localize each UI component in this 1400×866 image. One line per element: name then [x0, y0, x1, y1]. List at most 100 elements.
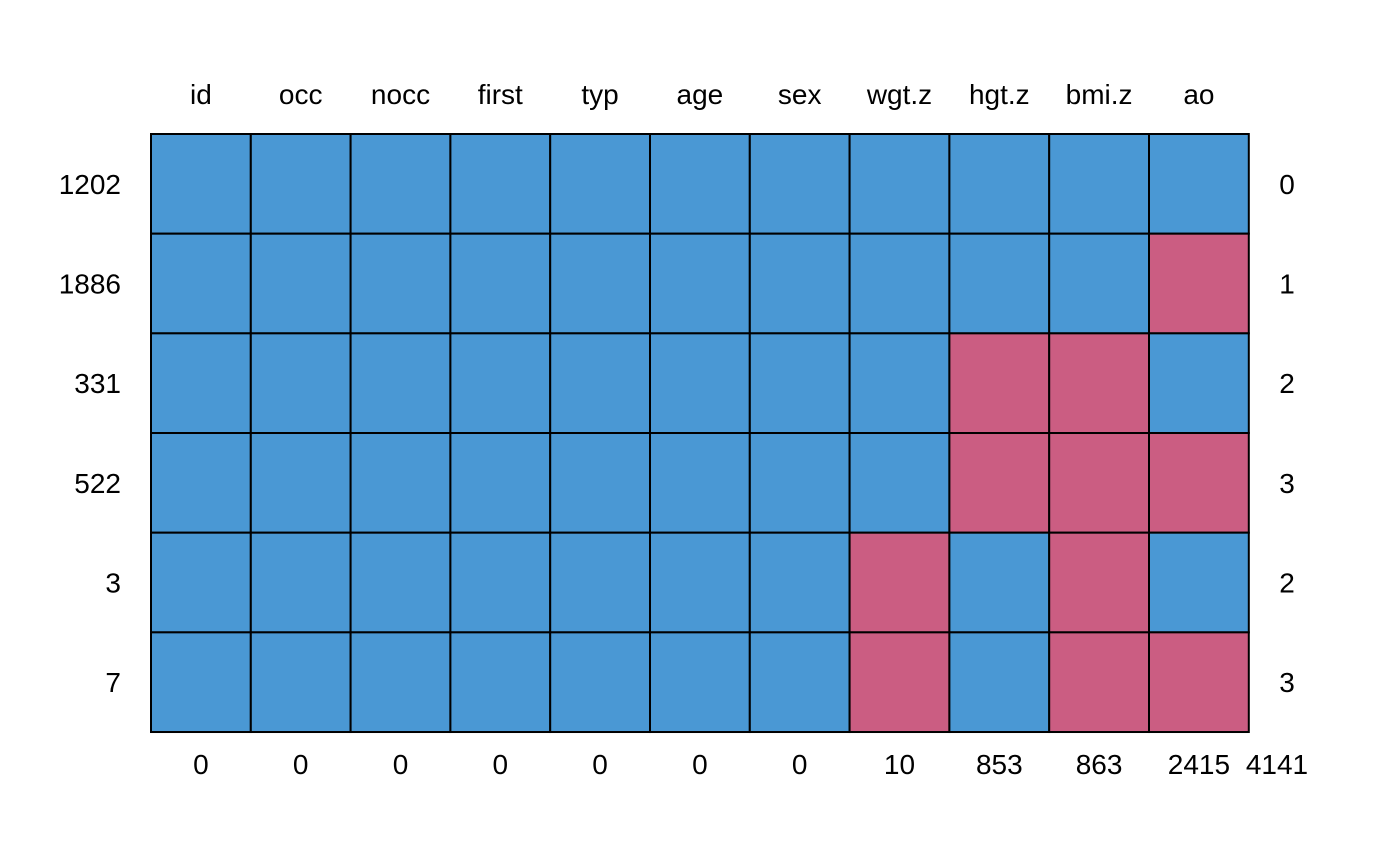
variable-label: occ — [279, 79, 323, 110]
observed-cell — [549, 631, 652, 734]
missing-per-variable-label: 0 — [193, 749, 209, 780]
variable-label: bmi.z — [1066, 79, 1133, 110]
observed-cell — [1148, 332, 1250, 435]
observed-cell — [449, 531, 552, 634]
missing-cell — [1048, 332, 1150, 435]
pattern-count-label: 1202 — [59, 169, 121, 200]
missing-cell — [1148, 432, 1250, 534]
missing-per-pattern-label: 3 — [1279, 468, 1295, 499]
pattern-count-label: 522 — [74, 468, 121, 499]
variable-label: hgt.z — [969, 79, 1030, 110]
variable-label: typ — [581, 79, 618, 110]
observed-cell — [249, 133, 352, 235]
observed-cell — [1148, 531, 1250, 634]
observed-cell — [948, 631, 1051, 734]
observed-cell — [1148, 133, 1250, 235]
observed-cell — [449, 133, 552, 235]
observed-cell — [349, 432, 452, 534]
observed-cell — [848, 332, 951, 435]
observed-cell — [1048, 232, 1150, 335]
observed-cell — [549, 332, 652, 435]
missing-cell — [1048, 531, 1150, 634]
missing-per-pattern-label: 0 — [1279, 169, 1295, 200]
pattern-count-label: 331 — [74, 368, 121, 399]
pattern-count-label: 3 — [105, 568, 121, 599]
observed-cell — [649, 133, 751, 235]
variable-label: sex — [778, 79, 822, 110]
observed-cell — [249, 531, 352, 634]
missing-cell — [1148, 631, 1250, 734]
missing-per-variable-label: 0 — [493, 749, 509, 780]
missing-cell — [848, 531, 951, 634]
missing-per-variable-label: 853 — [976, 749, 1023, 780]
missing-per-variable-label: 863 — [1076, 749, 1123, 780]
observed-cell — [948, 232, 1051, 335]
missing-cell — [948, 332, 1051, 435]
observed-cell — [948, 133, 1051, 235]
observed-cell — [549, 133, 652, 235]
missing-cell — [948, 432, 1051, 534]
observed-cell — [449, 232, 552, 335]
variable-label: ao — [1183, 79, 1214, 110]
observed-cell — [249, 332, 352, 435]
observed-cell — [150, 332, 252, 435]
missing-per-variable-label: 0 — [293, 749, 309, 780]
observed-cell — [848, 232, 951, 335]
pattern-count-label: 7 — [105, 667, 121, 698]
observed-cell — [848, 133, 951, 235]
missing-per-variable-labels: 0 0 0 0 0 0 0 10 853 863 2415 — [193, 749, 1230, 780]
observed-cell — [449, 332, 552, 435]
observed-cell — [649, 332, 751, 435]
variable-labels: id occ nocc first typ age sex wgt.z hgt.z bmi.z ao — [190, 79, 1214, 110]
observed-cell — [249, 432, 352, 534]
missing-per-variable-label: 0 — [792, 749, 808, 780]
observed-cell — [349, 232, 452, 335]
observed-cell — [249, 232, 352, 335]
missing-per-variable-label: 10 — [884, 749, 915, 780]
observed-cell — [349, 332, 452, 435]
observed-cell — [748, 531, 851, 634]
observed-cell — [649, 531, 751, 634]
variable-label: first — [478, 79, 523, 110]
observed-cell — [150, 631, 252, 734]
missing-cell — [1148, 232, 1250, 335]
variable-label: nocc — [371, 79, 430, 110]
missing-per-variable-label: 2415 — [1168, 749, 1230, 780]
missing-per-pattern-labels: 0 1 2 3 2 3 — [1279, 169, 1295, 698]
observed-cell — [349, 631, 452, 734]
missing-per-pattern-label: 1 — [1279, 269, 1295, 300]
missing-cell — [1048, 631, 1150, 734]
observed-cell — [449, 432, 552, 534]
variable-label: age — [677, 79, 724, 110]
observed-cell — [748, 133, 851, 235]
observed-cell — [748, 332, 851, 435]
observed-cell — [649, 432, 751, 534]
missing-per-variable-label: 0 — [592, 749, 608, 780]
observed-cell — [748, 631, 851, 734]
missing-per-pattern-label: 3 — [1279, 667, 1295, 698]
pattern-count-label: 1886 — [59, 269, 121, 300]
total-missing-label: 4141 — [1246, 749, 1308, 780]
observed-cell — [649, 232, 751, 335]
pattern-grid — [150, 133, 1250, 734]
observed-cell — [150, 432, 252, 534]
observed-cell — [748, 432, 851, 534]
observed-cell — [549, 531, 652, 634]
observed-cell — [649, 631, 751, 734]
observed-cell — [150, 531, 252, 634]
observed-cell — [449, 631, 552, 734]
observed-cell — [748, 232, 851, 335]
variable-label: id — [190, 79, 212, 110]
observed-cell — [549, 432, 652, 534]
missing-per-variable-label: 0 — [692, 749, 708, 780]
missing-per-pattern-label: 2 — [1279, 568, 1295, 599]
observed-cell — [349, 531, 452, 634]
pattern-count-labels: 1202 1886 331 522 3 7 — [59, 169, 121, 698]
observed-cell — [549, 232, 652, 335]
observed-cell — [150, 133, 252, 235]
missing-per-variable-label: 0 — [393, 749, 409, 780]
observed-cell — [249, 631, 352, 734]
observed-cell — [948, 531, 1051, 634]
observed-cell — [1048, 133, 1150, 235]
